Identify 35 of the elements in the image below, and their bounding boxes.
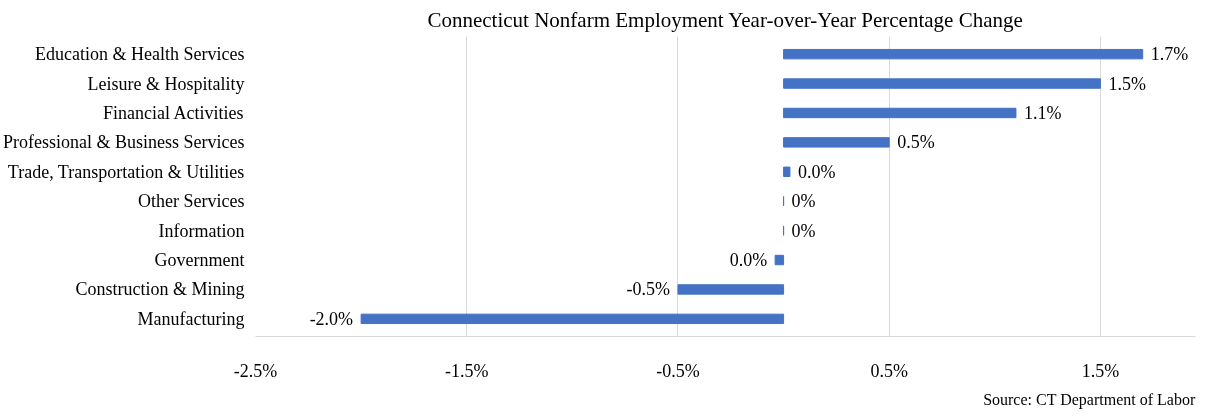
bar [783,137,890,148]
y-tick-label: Other Services [138,191,245,212]
y-tick-label: Information [158,220,245,241]
bar [783,78,1101,89]
chart-title: Connecticut Nonfarm Employment Year-over-Year Percentage Change [427,7,1023,32]
bar [783,107,1017,119]
y-tick-label: Construction & Mining [75,279,245,300]
data-label: 0% [791,220,816,241]
y-tick-label: Leisure & Hospitality [87,73,245,94]
data-label: 0% [791,191,816,212]
data-label: 0.5% [897,132,935,153]
y-tick-label: Professional & Business Services [3,132,245,153]
data-label: 0.0% [797,161,836,182]
source-note: Source: CT Department of Labor [983,390,1196,409]
bar [677,284,785,295]
y-tick-label: Trade, Transportation & Utilities [7,161,245,182]
bar [783,166,791,177]
data-label: 1.5% [1108,73,1146,94]
data-label: 0.0% [729,250,768,271]
x-tick-label: -2.5% [233,360,278,381]
data-label: 1.7% [1150,44,1189,65]
x-tick-label: 0.5% [870,360,908,381]
data-label: -0.5% [626,279,670,300]
y-tick-label: Government [154,250,245,271]
x-tick-label: -1.5% [444,360,489,381]
bar [360,313,785,325]
bar [774,254,785,266]
data-label: -2.0% [309,308,354,329]
y-tick-label: Education & Health Services [35,44,245,65]
bar [783,48,1144,60]
x-tick-label: -0.5% [656,360,700,381]
y-tick-label: Financial Activities [103,102,244,123]
x-tick-label: 1.5% [1081,360,1120,381]
data-label: 1.1% [1023,102,1062,123]
y-tick-label: Manufacturing [137,308,245,329]
